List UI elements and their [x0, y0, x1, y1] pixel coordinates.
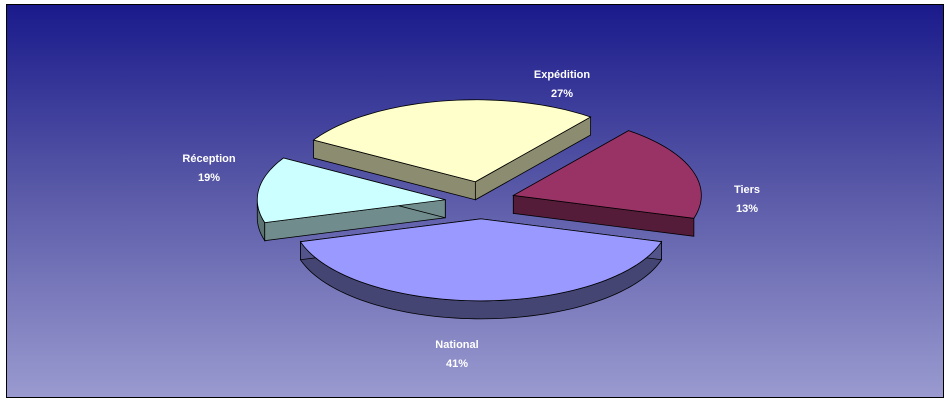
slice-label-expédition: Expédition: [534, 69, 591, 81]
chart-area: National 41% Tiers 13% Expédition 27% Réceptio…: [6, 4, 944, 398]
slice-value-tiers: 13%: [736, 203, 758, 215]
slice-tiers: [256, 157, 446, 242]
slice-top-3: [512, 130, 702, 219]
slice-top-1: [256, 157, 446, 224]
slice-top-0: [299, 218, 663, 302]
slice-réception: [512, 129, 702, 237]
slice-value-réception: 19%: [198, 172, 220, 184]
slice-national: [299, 218, 663, 320]
slice-top-2: [312, 99, 592, 183]
slice-label-réception: Réception: [182, 153, 235, 165]
slice-label-national: National: [435, 339, 478, 351]
slice-value-national: 41%: [446, 358, 468, 370]
slice-value-expédition: 27%: [551, 88, 573, 100]
slice-label-tiers: Tiers: [734, 184, 760, 196]
slice-expédition: [312, 99, 592, 201]
pie-chart: National 41% Tiers 13% Expédition 27% Réceptio…: [182, 69, 760, 370]
